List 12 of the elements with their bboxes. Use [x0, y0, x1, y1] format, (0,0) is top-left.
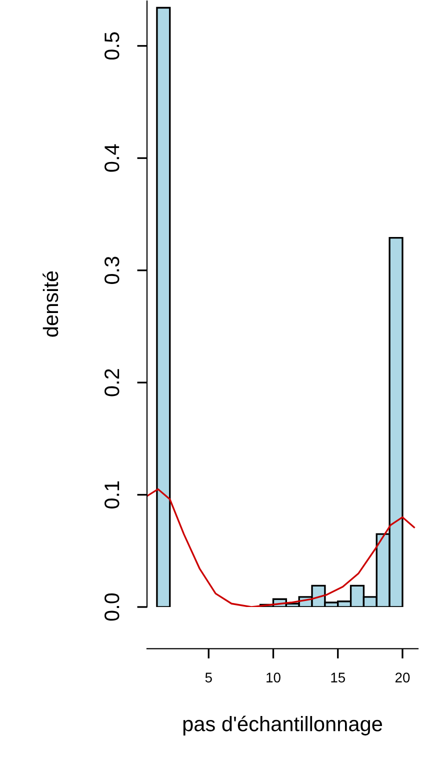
y-tick-label: 0.4 — [104, 144, 120, 172]
x-tick-label: 15 — [331, 672, 346, 682]
x-tick-label: 5 — [205, 672, 212, 682]
x-axis-title: pas d'échantillonnage — [183, 716, 382, 736]
x-tick-label: 20 — [395, 672, 410, 682]
y-tick-label: 0.2 — [104, 369, 120, 396]
x-tick-label: 10 — [266, 672, 280, 682]
y-tick-label: 0.0 — [104, 593, 120, 621]
y-tick-label: 0.5 — [104, 32, 120, 60]
y-tick-label: 0.1 — [104, 481, 120, 508]
y-tick-label: 0.3 — [104, 256, 120, 284]
y-axis-title: densité — [42, 271, 58, 337]
